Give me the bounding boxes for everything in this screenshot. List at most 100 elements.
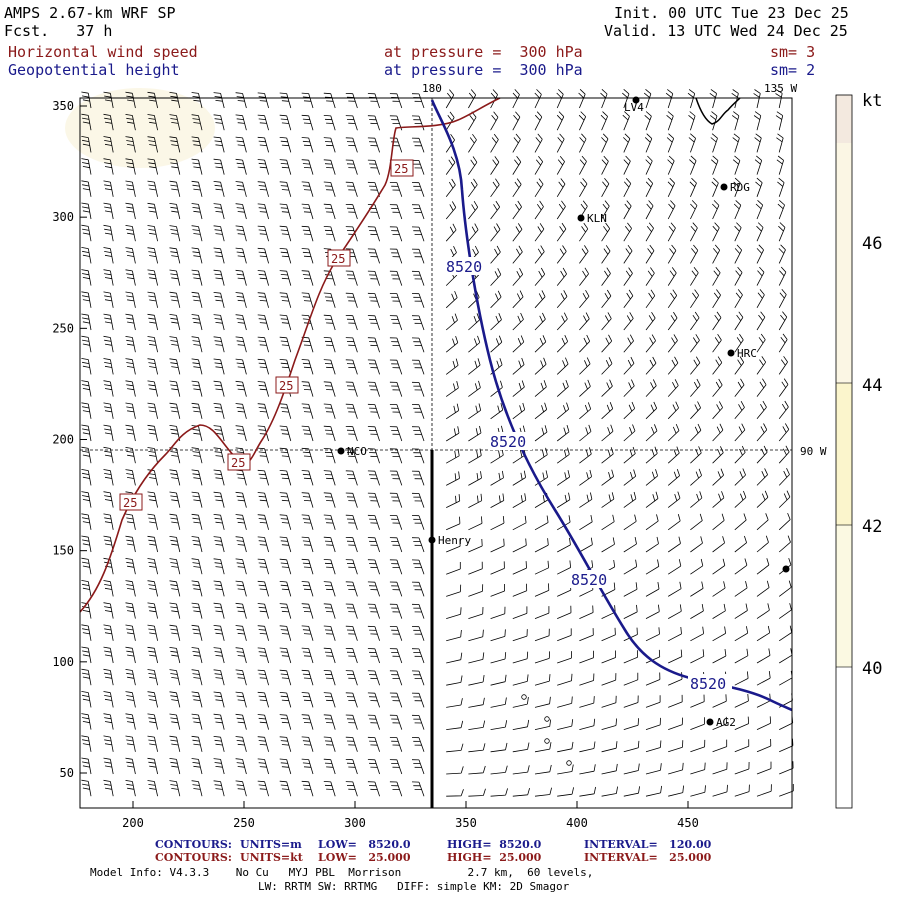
wind-barb xyxy=(446,629,462,642)
wind-barb xyxy=(279,714,292,730)
wind-barb xyxy=(712,513,725,531)
wind-barb xyxy=(81,580,92,597)
wind-barb xyxy=(147,380,158,397)
wind-barb xyxy=(623,379,635,397)
wind-barb xyxy=(125,602,136,619)
wind-barb xyxy=(556,133,565,153)
wind-barb xyxy=(213,469,225,486)
wind-barb xyxy=(389,492,403,508)
wind-barb xyxy=(712,311,722,331)
colorbar-label: 44 xyxy=(862,376,882,396)
wind-barb xyxy=(512,245,523,264)
wind-barb xyxy=(367,581,380,597)
wind-barb xyxy=(667,177,675,197)
wind-barb xyxy=(301,736,314,752)
wind-barb xyxy=(534,200,544,220)
wind-barb xyxy=(301,692,314,708)
wind-barb xyxy=(279,225,292,242)
wind-barb xyxy=(147,136,158,153)
wind-barb xyxy=(601,695,617,708)
wind-barb xyxy=(668,694,683,708)
wind-barb xyxy=(323,625,336,641)
wind-barb xyxy=(301,203,314,220)
wind-barb xyxy=(623,650,638,664)
wind-barb xyxy=(534,267,546,286)
wind-barb xyxy=(623,133,631,153)
wind-barb xyxy=(712,716,727,730)
wind-barb xyxy=(733,200,742,220)
wind-barb xyxy=(389,182,403,197)
contour2-interval: INTERVAL= 25.000 xyxy=(584,851,712,864)
wind-barb xyxy=(778,512,791,531)
wind-barb xyxy=(534,651,550,664)
wind-barb xyxy=(778,311,788,331)
wind-barb xyxy=(645,469,658,486)
wind-barb xyxy=(389,270,403,286)
wind-barb xyxy=(734,671,749,686)
contour2-label: CONTOURS: xyxy=(155,851,232,864)
wind-barb xyxy=(301,647,314,664)
wind-barb xyxy=(103,247,114,264)
wind-barb xyxy=(125,269,136,286)
wind-barb xyxy=(81,757,92,775)
wind-barb xyxy=(103,113,114,131)
wind-barb xyxy=(778,244,786,264)
wind-barb xyxy=(512,380,525,397)
wind-barb xyxy=(103,535,114,553)
wind-barb xyxy=(81,380,92,397)
wind-barb xyxy=(556,222,567,242)
wind-barb xyxy=(712,423,724,442)
wind-barb xyxy=(103,402,114,419)
wind-barb xyxy=(323,536,336,553)
wind-barb xyxy=(367,759,380,775)
wind-barb xyxy=(689,177,697,197)
valid-time: Valid. 13 UTC Wed 24 Dec 25 xyxy=(604,22,848,40)
wind-barb xyxy=(643,88,652,109)
height-labels: 8520 8520 8520 8520 xyxy=(444,257,732,693)
wind-barb xyxy=(579,718,596,730)
wind-label: 25 xyxy=(279,379,293,393)
wind-barb xyxy=(81,113,92,131)
wind-barb xyxy=(778,468,790,486)
wind-barb xyxy=(345,403,358,419)
wind-barb xyxy=(601,178,610,197)
wind-barb xyxy=(345,137,358,153)
wind-barb xyxy=(411,448,425,464)
wind-barb xyxy=(81,557,92,575)
wind-barb xyxy=(445,358,459,375)
wind-barb xyxy=(323,425,336,442)
wind-barb xyxy=(557,605,572,619)
wind-barb xyxy=(411,581,425,597)
wind-barb xyxy=(512,290,524,309)
wind-barb xyxy=(301,603,314,619)
wind-barb xyxy=(257,114,269,131)
wind-barb xyxy=(279,758,292,775)
wind-barb xyxy=(125,336,136,353)
wind-barb xyxy=(490,268,502,286)
wind-barb xyxy=(191,225,203,242)
wind-barb xyxy=(445,178,456,198)
wind-barb xyxy=(623,582,638,597)
calm-winds xyxy=(521,694,572,766)
station-label: RDG xyxy=(730,181,750,194)
wind-barb xyxy=(147,691,158,708)
wind-barb xyxy=(125,114,136,131)
wind-barb xyxy=(601,650,616,664)
y-tick-label: 200 xyxy=(52,433,74,447)
wind-barb xyxy=(490,674,507,686)
wind-barb xyxy=(756,671,771,686)
wind-barb xyxy=(367,692,380,708)
wind-barb xyxy=(601,537,615,553)
wind-barb xyxy=(668,785,684,797)
wind-barb xyxy=(779,784,794,797)
wind-barb xyxy=(512,335,525,353)
wind-barb xyxy=(147,535,158,553)
wind-barb xyxy=(690,200,698,220)
wind-barb xyxy=(623,334,634,353)
wind-label: 25 xyxy=(331,252,345,266)
wind-barb xyxy=(601,155,609,175)
wind-barb xyxy=(690,267,699,286)
field1-level: at pressure = 300 hPa xyxy=(384,43,583,61)
wind-barb xyxy=(534,155,544,175)
wind-barb xyxy=(667,581,682,597)
